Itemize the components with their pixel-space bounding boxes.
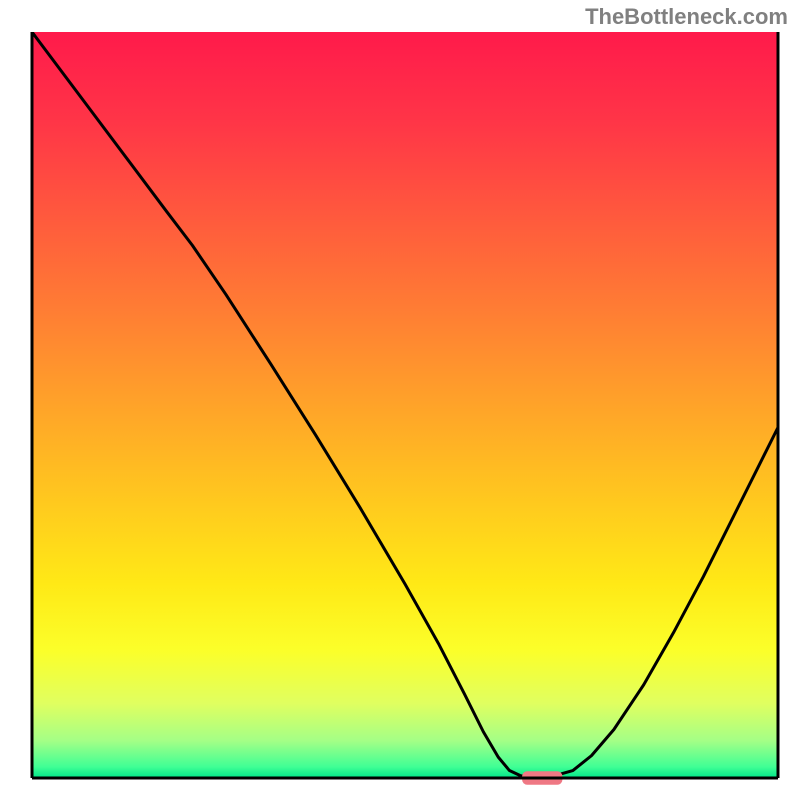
gradient-background xyxy=(32,32,778,778)
chart-root: TheBottleneck.com xyxy=(0,0,800,800)
watermark-text: TheBottleneck.com xyxy=(585,4,788,30)
bottleneck-chart xyxy=(0,0,800,800)
